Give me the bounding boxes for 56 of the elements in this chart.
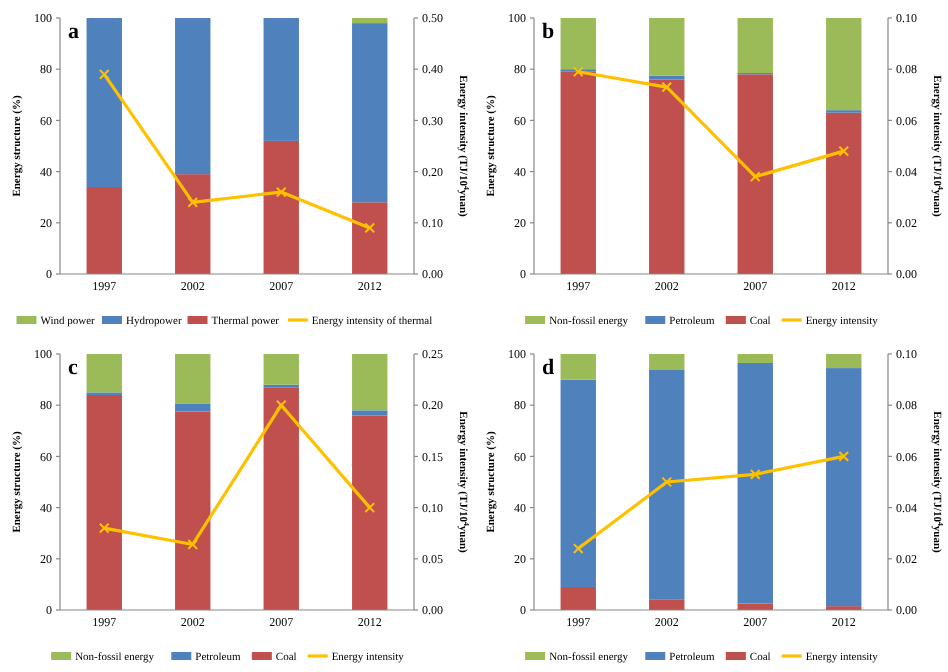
bar: [175, 411, 211, 610]
bar: [737, 18, 773, 74]
bar: [175, 354, 211, 404]
point: [749, 468, 761, 480]
bar: [263, 140, 299, 274]
bar: [352, 202, 388, 274]
bar: [352, 410, 388, 416]
bar: [826, 18, 862, 111]
bar: [263, 387, 299, 610]
bar: [86, 186, 122, 274]
point: [661, 81, 673, 93]
bar: [649, 18, 685, 76]
bar: [352, 415, 388, 610]
bar: [175, 403, 211, 412]
bar: [826, 368, 862, 607]
point: [838, 451, 850, 462]
bar: [352, 23, 388, 203]
bar: [175, 18, 211, 175]
bar: [560, 18, 596, 70]
bar: [86, 18, 122, 187]
bar: [560, 354, 596, 380]
bar: [560, 586, 596, 610]
bar: [86, 394, 122, 610]
bar: [263, 354, 299, 385]
bar: [175, 174, 211, 274]
point: [98, 522, 110, 534]
point: [98, 68, 110, 80]
bar: [649, 354, 685, 370]
bar: [737, 354, 773, 363]
bar: [352, 18, 388, 24]
point: [364, 502, 376, 513]
point: [661, 476, 673, 488]
bar: [649, 79, 685, 274]
point: [275, 186, 287, 198]
bar: [826, 354, 862, 369]
bar: [263, 18, 299, 141]
bar: [649, 369, 685, 600]
point: [187, 539, 199, 550]
bar: [826, 112, 862, 274]
point: [572, 543, 584, 554]
point: [364, 222, 376, 234]
chart-title: b: [542, 20, 555, 44]
point: [187, 196, 199, 208]
chart-title: c: [68, 356, 78, 380]
point: [275, 399, 287, 411]
point: [572, 66, 584, 78]
bar: [560, 71, 596, 274]
bar: [737, 74, 773, 274]
chart-title: a: [68, 20, 80, 44]
bar: [86, 354, 122, 393]
point: [838, 145, 850, 157]
chart-title: d: [542, 356, 555, 380]
bar: [352, 354, 388, 411]
point: [749, 171, 761, 183]
bar: [560, 379, 596, 587]
bar: [737, 362, 773, 604]
